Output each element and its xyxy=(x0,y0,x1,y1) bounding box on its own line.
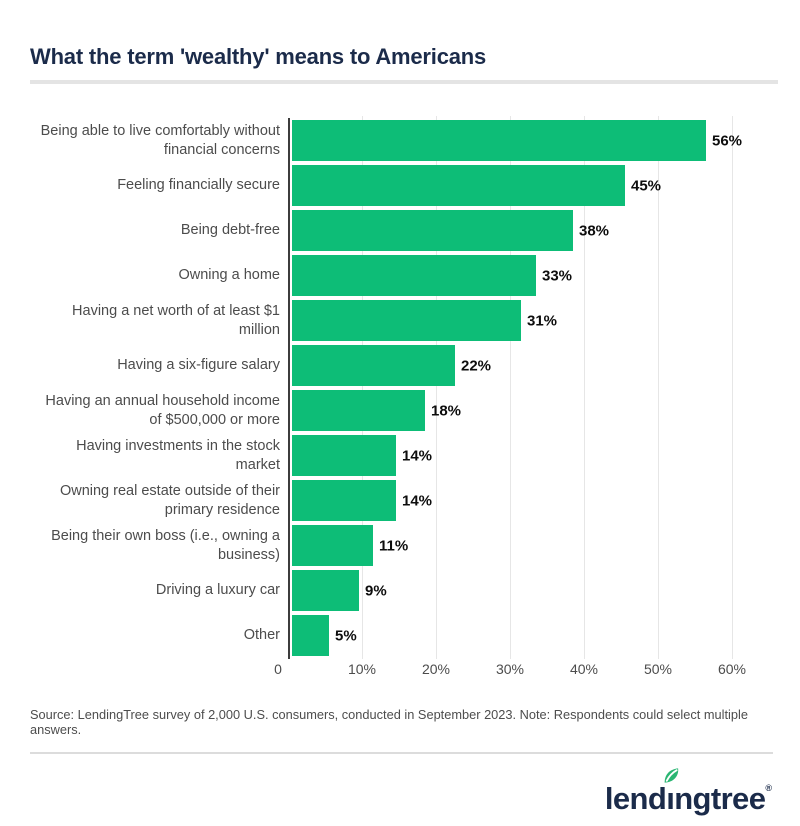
chart-row: Having an annual household income of $50… xyxy=(30,388,770,433)
bar-zone: 9% xyxy=(290,568,770,613)
x-tick-label: 30% xyxy=(495,661,525,677)
bar xyxy=(292,165,625,206)
gridline xyxy=(732,116,733,659)
chart-row: Feeling financially secure 45% xyxy=(30,163,770,208)
value-label: 5% xyxy=(335,627,357,644)
gridline xyxy=(362,116,363,659)
value-label: 38% xyxy=(579,222,610,239)
chart-row: Other 5% xyxy=(30,613,770,658)
title-divider xyxy=(30,80,778,84)
x-tick-label: 10% xyxy=(347,661,377,677)
bar xyxy=(292,255,536,296)
value-label: 31% xyxy=(527,312,558,329)
chart-row: Owning a home 33% xyxy=(30,253,770,298)
chart-row: Being their own boss (i.e., owning a bus… xyxy=(30,523,770,568)
bar-zone: 18% xyxy=(290,388,770,433)
category-label: Owning real estate outside of their prim… xyxy=(59,482,280,518)
x-tick-label: 20% xyxy=(421,661,451,677)
value-label: 33% xyxy=(542,267,573,284)
x-tick-label: 60% xyxy=(717,661,747,677)
registered-mark: ® xyxy=(765,783,772,793)
bar-zone: 31% xyxy=(290,298,770,343)
bar-zone: 14% xyxy=(290,433,770,478)
category-label: Being their own boss (i.e., owning a bus… xyxy=(51,527,280,563)
chart-row: Having investments in the stock market 14… xyxy=(30,433,770,478)
bar xyxy=(292,300,521,341)
logo-text-part1: lend xyxy=(604,781,667,816)
footer-divider xyxy=(30,752,773,754)
value-label: 22% xyxy=(461,357,492,374)
chart-row: Owning real estate outside of their prim… xyxy=(30,478,770,523)
logo-dotless-i: ı xyxy=(664,768,679,817)
bar-zone: 5% xyxy=(290,613,770,658)
lendingtree-logo: lendı ngtree® xyxy=(604,768,772,817)
bar xyxy=(292,390,425,431)
category-label: Having investments in the stock market xyxy=(76,437,280,473)
bar-chart: Being able to live comfortably without f… xyxy=(30,118,770,658)
bar-zone: 38% xyxy=(290,208,770,253)
gridline xyxy=(584,116,585,659)
bar-zone: 14% xyxy=(290,478,770,523)
category-label: Having a net worth of at least $1 millio… xyxy=(72,302,280,338)
chart-row: Driving a luxury car 9% xyxy=(30,568,770,613)
x-tick-label: 0 xyxy=(274,661,282,677)
value-label: 14% xyxy=(402,447,433,464)
value-label: 14% xyxy=(402,492,433,509)
value-label: 18% xyxy=(431,402,462,419)
bar xyxy=(292,525,373,566)
value-label: 45% xyxy=(631,177,662,194)
page-title: What the term 'wealthy' means to America… xyxy=(30,44,487,69)
bar-zone: 45% xyxy=(290,163,770,208)
x-tick-label: 40% xyxy=(569,661,599,677)
value-label: 11% xyxy=(379,537,409,554)
gridline xyxy=(436,116,437,659)
bar xyxy=(292,345,455,386)
category-label: Feeling financially secure xyxy=(117,177,280,193)
chart-row: Being debt-free 38% xyxy=(30,208,770,253)
bar xyxy=(292,480,396,521)
bar-zone: 56% xyxy=(290,118,770,163)
category-label: Driving a luxury car xyxy=(155,582,280,598)
chart-row: Having a net worth of at least $1 millio… xyxy=(30,298,770,343)
bar xyxy=(292,615,329,656)
value-label: 56% xyxy=(712,132,743,149)
category-label: Having an annual household income of $50… xyxy=(45,392,280,428)
bar xyxy=(292,435,396,476)
category-label: Other xyxy=(243,627,280,643)
category-label: Having a six-figure salary xyxy=(117,357,280,373)
y-axis-line xyxy=(288,118,290,659)
bar xyxy=(292,570,359,611)
gridline xyxy=(510,116,511,659)
bar xyxy=(292,210,573,251)
chart-plot-area xyxy=(288,116,770,659)
x-tick-label: 50% xyxy=(643,661,673,677)
bar-zone: 11% xyxy=(290,523,770,568)
gridline xyxy=(658,116,659,659)
chart-row: Having a six-figure salary 22% xyxy=(30,343,770,388)
value-label: 9% xyxy=(365,582,387,599)
bar xyxy=(292,120,706,161)
category-label: Being able to live comfortably without f… xyxy=(40,122,280,158)
chart-row: Being able to live comfortably without f… xyxy=(30,118,770,163)
category-label: Owning a home xyxy=(178,267,280,283)
x-axis: 0 10% 20% 30% 40% 50% 60% xyxy=(274,659,770,679)
leaf-icon xyxy=(664,768,679,783)
logo-text-part2: ngtree xyxy=(674,781,766,816)
bar-zone: 22% xyxy=(290,343,770,388)
bar-zone: 33% xyxy=(290,253,770,298)
category-label: Being debt-free xyxy=(180,222,280,238)
source-note: Source: LendingTree survey of 2,000 U.S.… xyxy=(30,707,748,737)
